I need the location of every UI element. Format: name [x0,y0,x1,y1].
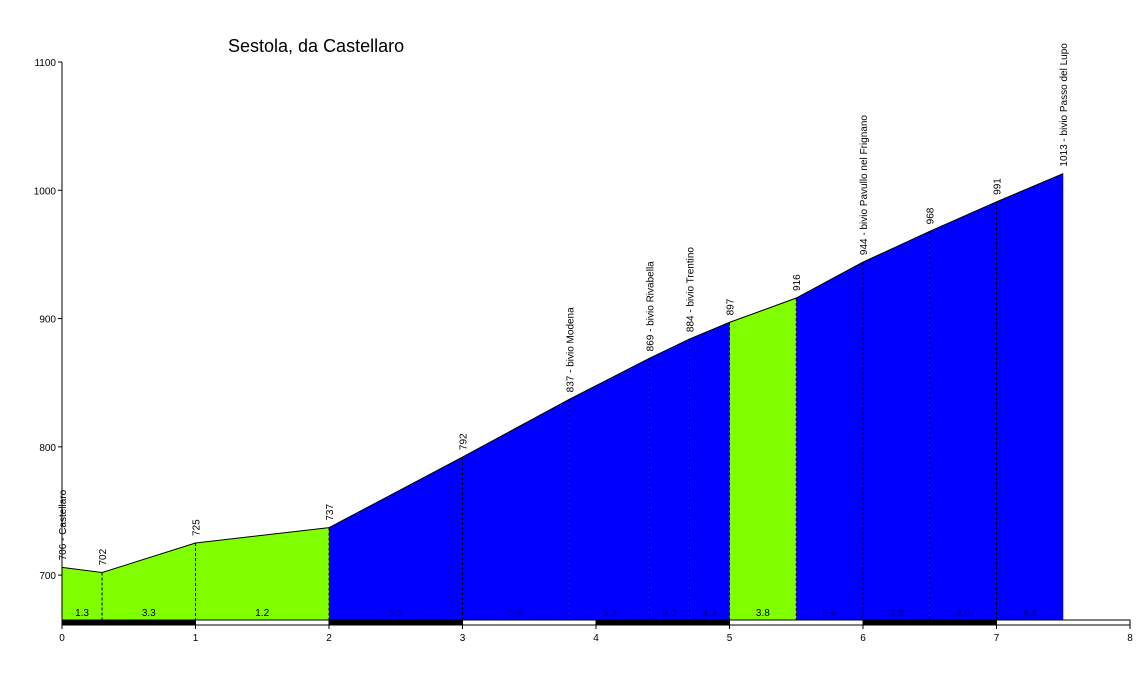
gradient-label-1: 3.3 [142,608,156,619]
annotation-label-7: 884 - bivio Trentino [685,247,696,332]
annotation-label-12: 991 [993,178,1004,195]
profile-segment-6 [649,339,690,620]
x-tick-label-0: 0 [59,633,65,644]
annotation-label-6: 869 - bivio Rivabella [645,261,656,351]
drop-lines [101,201,997,620]
km-bar-cell-4 [595,619,730,626]
profile-segment-1 [102,543,196,620]
gradient-label-3: 5.5 [389,608,403,619]
gradient-label-8: 3.8 [756,608,770,619]
annotation-label-11: 968 [926,207,937,224]
x-tick-label-5: 5 [727,633,733,644]
profile-segment-4 [462,399,570,620]
annotation-label-4: 792 [459,433,470,450]
y-tick-label-1: 800 [39,443,56,454]
axes: 700 800 900 1000 1100 0 1 2 3 4 5 6 7 8 [34,58,1133,644]
gradient-label-7: 4.3 [703,608,717,619]
gradient-label-6: 5.0 [662,608,676,619]
y-tick-label-2: 900 [39,315,56,326]
x-tick-label-1: 1 [193,633,199,644]
profile-segment-12 [996,173,1064,620]
gradient-label-11: 4.6 [956,608,970,619]
annotation-label-10: 944 - bivio Pavullo nel Frignano [859,115,870,256]
profile-segment-10 [863,231,930,620]
x-tick-label-4: 4 [593,633,599,644]
profile-segment-0 [62,567,103,620]
annotation-label-8: 897 [726,298,737,315]
km-bar-cell-5 [729,619,864,626]
km-bar-cell-2 [328,619,463,626]
annotation-label-2: 725 [192,519,203,536]
gradient-label-4: 5.6 [509,608,523,619]
x-tick-label-2: 2 [326,633,332,644]
profile-segment-9 [796,262,863,620]
profile-segment-5 [569,358,650,620]
profile-line [61,173,1064,574]
km-bar [61,619,1131,626]
annotation-label-1: 702 [98,548,109,565]
annotation-label-13: 1013 - bivio Passo del Lupo [1059,43,1070,167]
x-tick-label-8: 8 [1127,633,1133,644]
gradient-label-12: 4.4 [1023,608,1037,619]
gradient-labels: 1.3 3.3 1.2 5.5 5.6 5.3 5.0 4.3 3.8 5.6 4.8 4.6 4.4 [75,608,1037,619]
profile-segment-11 [929,201,997,621]
gradient-label-10: 4.8 [889,608,903,619]
profile-fill [61,173,1064,621]
annotation-label-3: 737 [325,504,336,521]
x-tick-label-3: 3 [460,633,466,644]
elevation-annotations: 706 - Castellaro 702 725 737 792 837 - bivio … [58,43,1070,566]
gradient-label-2: 1.2 [255,608,269,619]
x-tick-label-6: 6 [860,633,866,644]
x-tick-label-7: 7 [994,633,1000,644]
y-tick-label-0: 700 [39,571,56,582]
profile-segment-3 [329,457,463,620]
profile-segment-2 [195,527,329,620]
y-tick-label-3: 1000 [34,186,57,197]
gradient-label-5: 5.3 [602,608,616,619]
y-tick-label-4: 1100 [34,58,56,69]
gradient-label-9: 5.6 [823,608,837,619]
gradient-label-0: 1.3 [75,608,89,619]
chart-title: Sestola, da Castellaro [228,36,404,56]
annotation-label-5: 837 - bivio Modena [565,307,576,392]
profile-segment-7 [689,322,730,620]
annotation-label-0: 706 - Castellaro [58,489,69,560]
km-bar-cell-7 [996,619,1131,626]
profile-segment-8 [729,298,797,620]
km-bar-cell-6 [862,619,997,626]
km-bar-cell-3 [462,619,597,626]
annotation-label-9: 916 [792,274,803,291]
km-bar-cell-1 [195,619,330,626]
km-bar-cell-0 [61,619,196,626]
